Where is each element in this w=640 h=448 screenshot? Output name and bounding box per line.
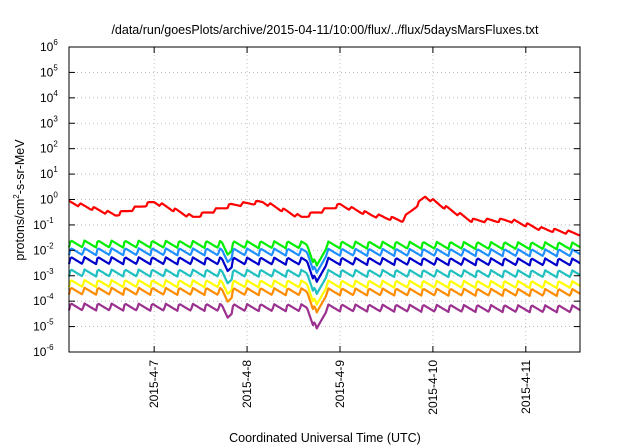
y-tick-label: 10-6 xyxy=(33,343,54,359)
y-tick-label: 103 xyxy=(40,114,58,130)
series-line xyxy=(67,268,581,295)
x-tick-label: 2015-4-10 xyxy=(426,360,440,415)
y-tick-label: 102 xyxy=(40,140,58,156)
y-axis-label-sup: 2 xyxy=(12,194,21,199)
y-tick-label: 10-4 xyxy=(33,292,54,308)
y-axis-label-post: -s-sr-MeV xyxy=(13,139,27,195)
series-line xyxy=(67,239,581,267)
x-tick-label: 2015-4-11 xyxy=(519,360,533,414)
series-line xyxy=(68,195,581,237)
x-tick-label: 2015-4-8 xyxy=(240,360,254,408)
y-tick-label: 10-1 xyxy=(33,216,54,232)
series-line xyxy=(67,286,581,314)
series-group xyxy=(67,195,581,330)
series-line xyxy=(67,279,581,306)
x-tick-label: 2015-4-7 xyxy=(147,360,161,408)
y-tick-label: 104 xyxy=(40,89,58,105)
y-tick-label: 10-5 xyxy=(33,318,54,334)
y-tick-label: 101 xyxy=(40,165,58,181)
y-tick-label: 10-3 xyxy=(33,267,54,283)
series-line xyxy=(67,256,581,283)
x-axis-label: Coordinated Universal Time (UTC) xyxy=(229,431,421,445)
x-tick-label: 2015-4-9 xyxy=(333,360,347,408)
series-line xyxy=(67,302,581,330)
y-tick-label: 100 xyxy=(40,191,58,207)
chart-title: /data/run/goesPlots/archive/2015-04-11/1… xyxy=(111,23,539,37)
series-line xyxy=(67,247,581,274)
y-tick-label: 106 xyxy=(40,38,58,54)
y-axis: 10-6 10-5 10-4 10-3 10-2 10-1 100 101 102 103 104 1… xyxy=(33,38,580,359)
y-tick-label: 10-2 xyxy=(33,241,54,257)
x-axis: 2015-4-7 2015-4-8 2015-4-9 2015-4-10 2015-4-… xyxy=(147,47,533,415)
y-axis-label-pre: protons/cm xyxy=(13,199,27,261)
y-axis-label: protons/cm2-s-sr-MeV xyxy=(12,139,27,261)
y-tick-label: 105 xyxy=(40,63,58,79)
